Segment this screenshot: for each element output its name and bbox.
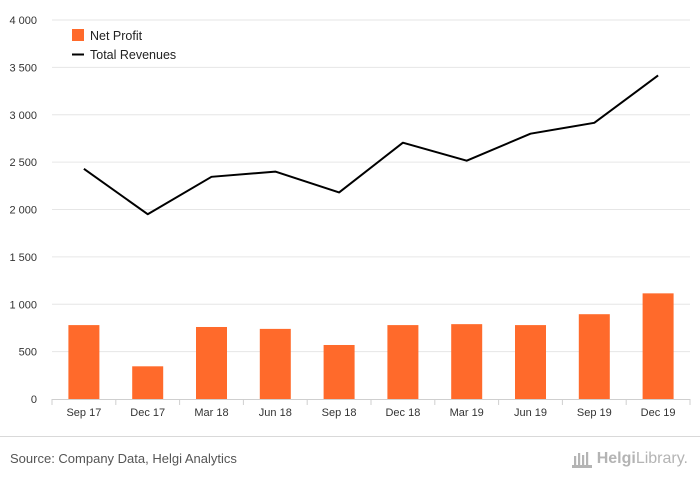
helgi-library-logo[interactable]: Helgi Library. (571, 447, 688, 471)
net-profit-bar (132, 366, 164, 399)
footer-divider (0, 436, 700, 437)
x-tick-label: Dec 19 (641, 407, 676, 419)
net-profit-bar (387, 325, 419, 399)
y-tick-label: 3 000 (9, 110, 37, 122)
x-tick-label: Mar 18 (194, 407, 228, 419)
y-tick-label: 2 000 (9, 205, 37, 217)
x-tick-label: Sep 18 (322, 407, 357, 419)
y-tick-label: 1 500 (9, 252, 37, 264)
x-tick-label: Jun 18 (259, 407, 292, 419)
brand-name-part2: Library. (635, 450, 688, 467)
chart-plot: 0 500 1 000 1 500 2 000 2 500 3 000 3 500 4 000 S… (9, 15, 691, 419)
brand-name-part1: Helgi (596, 450, 636, 467)
x-tick-label: Dec 18 (385, 407, 420, 419)
legend-total-revenues-label: Total Revenues (90, 48, 176, 62)
net-profit-bar (196, 326, 227, 399)
y-tick-label: 3 500 (9, 62, 37, 74)
net-profit-bar (515, 325, 546, 399)
net-profit-bar (68, 325, 100, 399)
x-tick-label: Jun 19 (514, 407, 547, 419)
x-tick-label: Dec 17 (130, 407, 165, 419)
total-revenues-line (83, 74, 659, 216)
legend-net-profit-swatch (72, 29, 84, 41)
net-profit-bar (578, 314, 610, 399)
y-tick-label: 1 000 (9, 299, 37, 311)
x-tick-label: Sep 19 (577, 407, 612, 419)
library-building-icon (571, 452, 592, 468)
y-tick-label: 0 (31, 394, 37, 406)
y-tick-label: 2 500 (9, 157, 37, 169)
y-tick-label: 4 000 (9, 15, 37, 27)
y-tick-label: 500 (19, 347, 37, 359)
net-profit-bar (323, 344, 355, 399)
x-tick-label: Mar 19 (450, 407, 484, 419)
x-tick-label: Sep 17 (66, 407, 101, 419)
net-profit-bar (259, 328, 291, 399)
source-caption: Source: Company Data, Helgi Analytics (10, 451, 237, 466)
legend-net-profit-label: Net Profit (90, 29, 143, 43)
net-profit-bar (451, 324, 483, 399)
net-profit-bar (642, 293, 674, 399)
